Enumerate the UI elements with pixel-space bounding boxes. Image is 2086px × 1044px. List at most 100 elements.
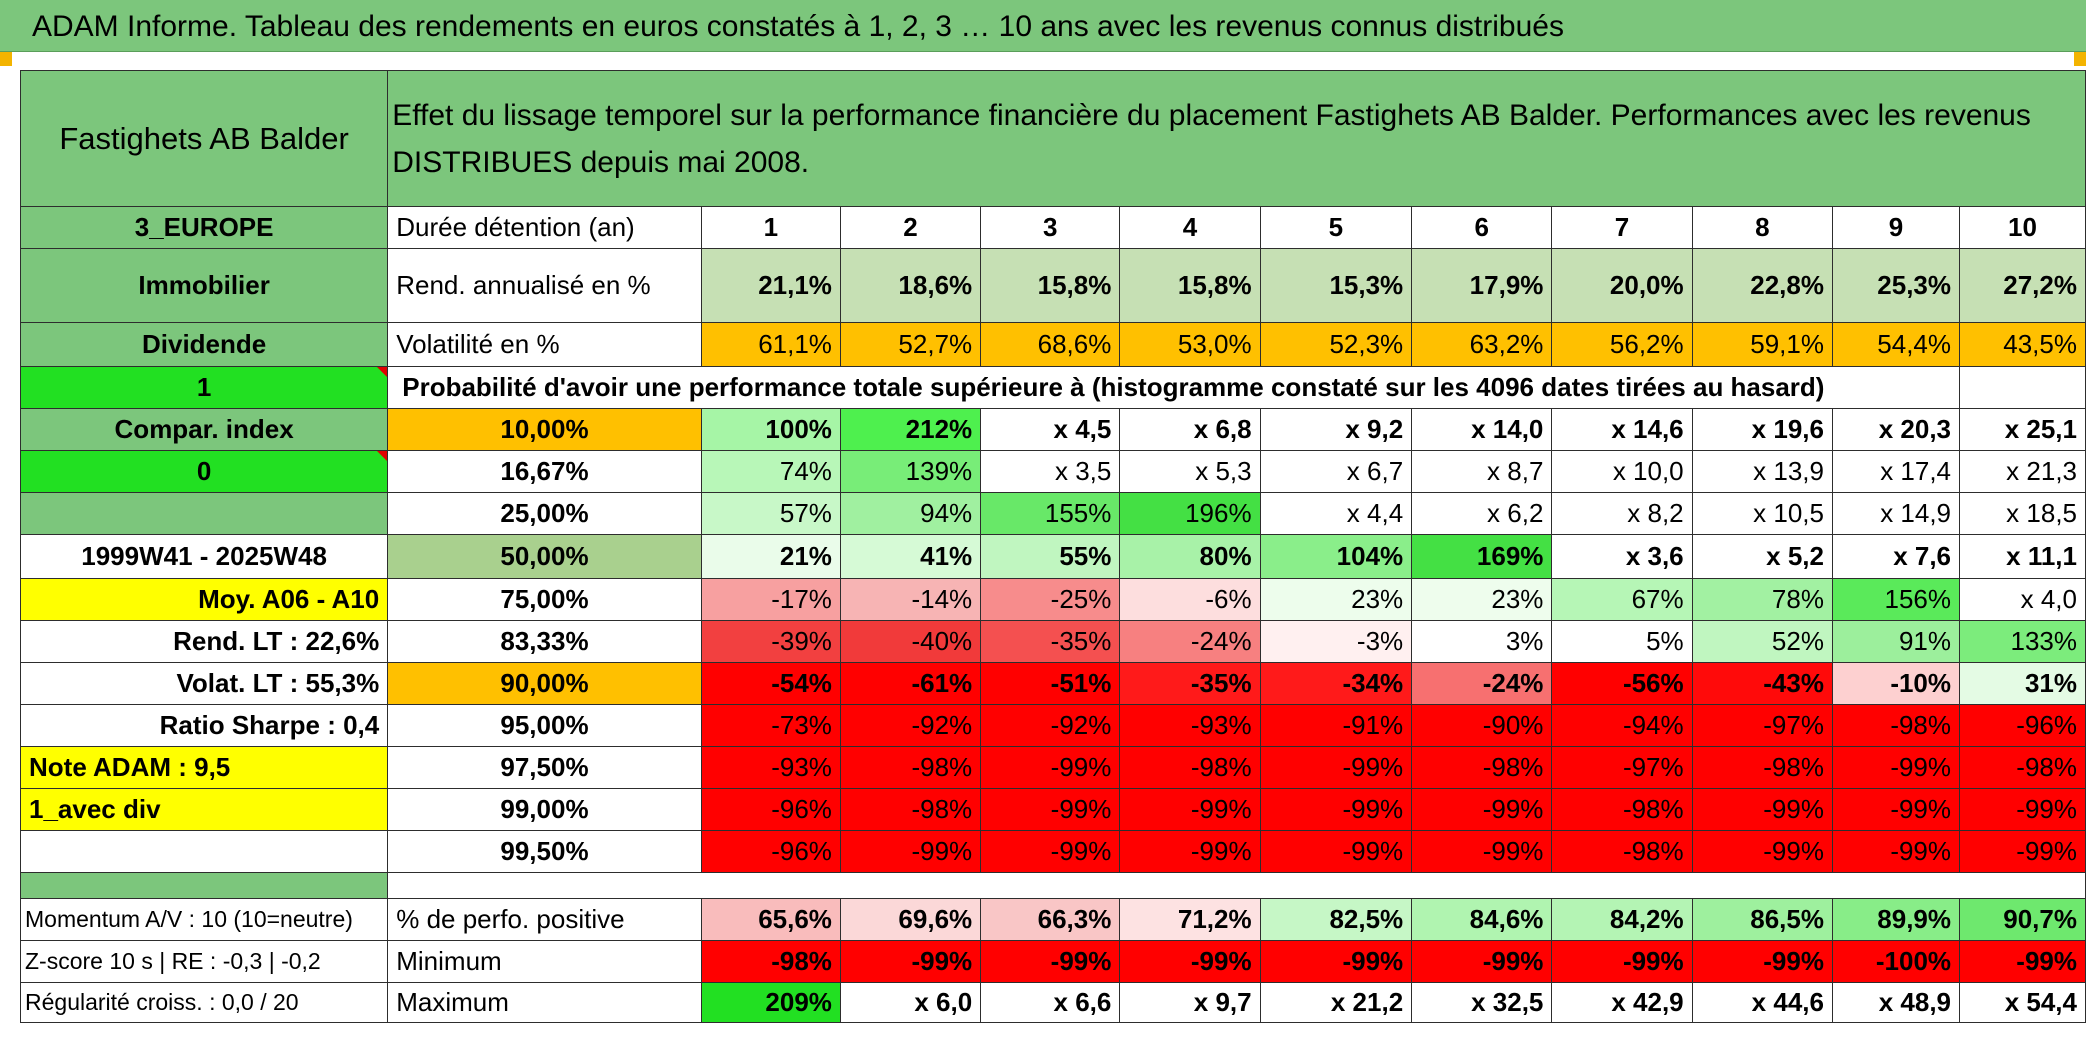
ratio-sharpe-label: Ratio Sharpe : 0,4 bbox=[19, 704, 389, 747]
quantile-value: -92% bbox=[980, 704, 1121, 747]
quantile-value: x 10,5 bbox=[1691, 492, 1833, 535]
quantile-value: -99% bbox=[1831, 830, 1961, 873]
quantile-value: x 3,5 bbox=[980, 450, 1121, 493]
table-row: Volat. LT : 55,3% 90,00% -54% -61% -51% -35% -… bbox=[19, 662, 2086, 705]
blank-label bbox=[19, 492, 389, 535]
min-value: -100% bbox=[1831, 940, 1961, 983]
table-row: Momentum A/V : 10 (10=neutre)% de perfo.… bbox=[19, 898, 2086, 941]
fund-name: Fastighets AB Balder bbox=[19, 70, 389, 207]
table-row: Immobilier Rend. annualisé en % 21,1% 18,6%… bbox=[19, 248, 2086, 323]
quantile-value: -99% bbox=[1831, 788, 1961, 831]
min-value: -99% bbox=[1691, 940, 1833, 983]
quantile-value: -98% bbox=[1551, 788, 1693, 831]
duration-header: 1 bbox=[700, 206, 841, 249]
quantile-value: -98% bbox=[1959, 746, 2086, 789]
max-label: Maximum bbox=[387, 982, 702, 1023]
quantile-value: 67% bbox=[1551, 578, 1693, 621]
quantile-value: x 6,8 bbox=[1119, 408, 1261, 451]
quantile-value: x 25,1 bbox=[1959, 408, 2086, 451]
vol-value: 59,1% bbox=[1691, 322, 1833, 367]
quantile-value: 74% bbox=[700, 450, 841, 493]
quantile-value: -14% bbox=[839, 578, 982, 621]
quantile-value: -24% bbox=[1119, 620, 1261, 663]
rend-value: 15,8% bbox=[1119, 248, 1261, 323]
duration-header: 10 bbox=[1959, 206, 2086, 249]
quantile-value: x 6,2 bbox=[1411, 492, 1553, 535]
quantile-value: -92% bbox=[839, 704, 982, 747]
quantile-value: 5% bbox=[1551, 620, 1693, 663]
quantile-value: -98% bbox=[1691, 746, 1833, 789]
quantile-value: -54% bbox=[700, 662, 841, 705]
max-value: x 54,4 bbox=[1959, 982, 2086, 1023]
quantile-value: 196% bbox=[1119, 492, 1261, 535]
max-value: x 6,0 bbox=[839, 982, 982, 1023]
table-row: Rend. LT : 22,6% 83,33% -39% -40% -35% -24% -3… bbox=[19, 620, 2086, 663]
max-value: x 6,6 bbox=[980, 982, 1121, 1023]
vol-value: 43,5% bbox=[1959, 322, 2086, 367]
quantile-value: -98% bbox=[839, 746, 982, 789]
corner-marker-icon bbox=[2074, 52, 2086, 66]
quantile-value: 156% bbox=[1831, 578, 1961, 621]
quantile-value: -35% bbox=[980, 620, 1121, 663]
duration-header: 4 bbox=[1119, 206, 1261, 249]
duration-header: 2 bbox=[839, 206, 982, 249]
quantile-value: x 13,9 bbox=[1691, 450, 1833, 493]
quantile-label: 99,00% bbox=[387, 788, 702, 831]
quantile-value: -94% bbox=[1551, 704, 1693, 747]
rend-value: 25,3% bbox=[1831, 248, 1961, 323]
min-value: -99% bbox=[1411, 940, 1553, 983]
quantile-value: x 11,1 bbox=[1959, 534, 2086, 579]
rend-value: 17,9% bbox=[1411, 248, 1553, 323]
quantile-value: -99% bbox=[980, 830, 1121, 873]
quantile-value: x 20,3 bbox=[1831, 408, 1961, 451]
quantile-value: 139% bbox=[839, 450, 982, 493]
table-row: 1_avec div 99,00% -96% -98% -99% -99% -99% -99%… bbox=[19, 788, 2086, 831]
quantile-value: 52% bbox=[1691, 620, 1833, 663]
blank-cell bbox=[1959, 366, 2086, 409]
pos-value: 65,6% bbox=[700, 898, 841, 941]
blank-cell bbox=[1832, 366, 1961, 409]
quantile-value: -93% bbox=[700, 746, 841, 789]
pos-value: 82,5% bbox=[1259, 898, 1413, 941]
max-value: x 48,9 bbox=[1831, 982, 1961, 1023]
quantile-value: 100% bbox=[700, 408, 841, 451]
quantile-value: -56% bbox=[1551, 662, 1693, 705]
comment-indicator-icon bbox=[377, 451, 387, 461]
quantile-label: 25,00% bbox=[387, 492, 702, 535]
region-label: 3_EUROPE bbox=[19, 206, 389, 249]
quantile-value: 31% bbox=[1959, 662, 2086, 705]
quantile-value: 23% bbox=[1411, 578, 1553, 621]
quantile-value: x 14,6 bbox=[1551, 408, 1693, 451]
flag-0: 0 bbox=[19, 450, 389, 493]
report-title: ADAM Informe. Tableau des rendements en … bbox=[32, 10, 1564, 43]
quantile-value: -17% bbox=[700, 578, 841, 621]
quantile-value: -99% bbox=[1691, 788, 1833, 831]
durations-label: Durée détention (an) bbox=[387, 206, 702, 249]
table-row: Z-score 10 s | RE : -0,3 | -0,2 Minimum -9… bbox=[19, 940, 2086, 983]
table-row: Moy. A06 - A10 75,00% -17% -14% -25% -6% 23% 23… bbox=[19, 578, 2086, 621]
quantile-value: 3% bbox=[1411, 620, 1553, 663]
quantile-value: -51% bbox=[980, 662, 1121, 705]
min-label: Minimum bbox=[387, 940, 702, 983]
probability-title: Probabilité d'avoir une performance tota… bbox=[387, 366, 1833, 409]
quantile-value: x 14,9 bbox=[1831, 492, 1961, 535]
quantile-value: 21% bbox=[700, 534, 841, 579]
duration-header: 6 bbox=[1411, 206, 1553, 249]
momentum-label: Momentum A/V : 10 (10=neutre) bbox=[19, 898, 389, 941]
quantile-value: -91% bbox=[1259, 704, 1413, 747]
quantile-value: -98% bbox=[839, 788, 982, 831]
pos-value: 66,3% bbox=[980, 898, 1121, 941]
max-value: x 32,5 bbox=[1411, 982, 1553, 1023]
quantile-label: 99,50% bbox=[387, 830, 702, 873]
volat-lt-label: Volat. LT : 55,3% bbox=[19, 662, 389, 705]
quantile-value: 212% bbox=[839, 408, 982, 451]
note-adam-label: Note ADAM : 9,5 bbox=[19, 746, 389, 789]
max-value: x 44,6 bbox=[1691, 982, 1833, 1023]
quantile-value: x 5,3 bbox=[1119, 450, 1261, 493]
pos-value: 90,7% bbox=[1959, 898, 2086, 941]
max-value: x 9,7 bbox=[1119, 982, 1261, 1023]
table-row: 3_EUROPE Durée détention (an) 1 2 3 4 5 6 7 8 9 10 bbox=[19, 206, 2086, 249]
rend-value: 18,6% bbox=[839, 248, 982, 323]
min-value: -99% bbox=[1959, 940, 2086, 983]
quantile-value: -99% bbox=[839, 830, 982, 873]
